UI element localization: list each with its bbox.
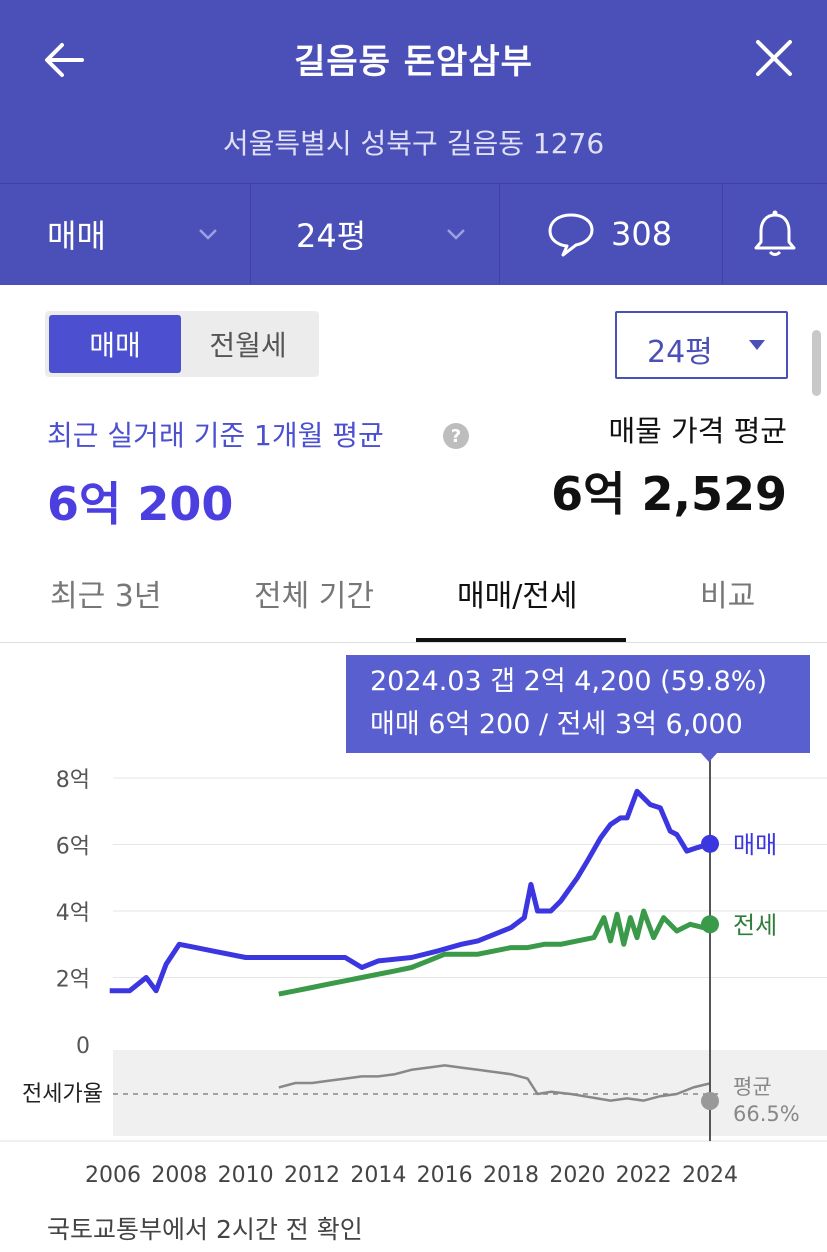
- scrollbar[interactable]: [812, 330, 821, 396]
- divider: [499, 184, 500, 284]
- series-line-jeonse: [278, 908, 712, 997]
- address: 서울특별시 성북구 길음동 1276: [222, 127, 605, 160]
- x-tick-label: 2024: [682, 1163, 738, 1188]
- series-point-ratio: [701, 1092, 719, 1110]
- speech-bubble-icon: [548, 213, 594, 257]
- series-label-jeonse: 전세: [733, 911, 777, 939]
- x-tick-label: 2018: [483, 1163, 539, 1188]
- tab-sale-rent[interactable]: 매매/전세: [457, 579, 578, 614]
- size-label: 24평: [296, 217, 367, 255]
- series-line-sale: [109, 788, 711, 994]
- y-tick-label: 0: [76, 1034, 90, 1059]
- bell-icon: [754, 210, 796, 256]
- size-select[interactable]: 24평: [615, 311, 788, 379]
- tooltip-gap-line: 2024.03 갭 2억 4,200 (59.8%): [370, 666, 767, 697]
- x-tick-label: 2012: [284, 1163, 340, 1188]
- alert-button[interactable]: [752, 184, 798, 284]
- size-dropdown[interactable]: 24평: [296, 184, 366, 284]
- tooltip-price-line: 매매 6억 200 / 전세 3억 6,000: [370, 709, 743, 740]
- trade-type-dropdown[interactable]: 매매: [47, 184, 106, 284]
- trade-type-label: 매매: [47, 217, 106, 255]
- x-tick-label: 2016: [417, 1163, 473, 1188]
- size-select-value: 24평: [647, 335, 713, 370]
- recent-price: 6억 200: [47, 477, 234, 531]
- ratio-avg-label: 평균: [733, 1075, 772, 1099]
- divider: [250, 184, 251, 284]
- ratio-label: 전세가율: [22, 1082, 103, 1107]
- x-tick-label: 2022: [616, 1163, 672, 1188]
- ask-price-label: 매물 가격 평균: [608, 414, 787, 448]
- svg-text:?: ?: [451, 426, 461, 447]
- arrow-left-icon: [45, 43, 84, 77]
- toggle-sale[interactable]: 매매: [49, 315, 181, 373]
- comments-button[interactable]: 308: [545, 184, 672, 284]
- tab-all-period[interactable]: 전체 기간: [254, 579, 374, 614]
- ratio-avg-value: 66.5%: [733, 1102, 800, 1126]
- caret-down-icon: [749, 340, 765, 350]
- x-tick-label: 2010: [218, 1163, 274, 1188]
- chevron-down-icon: [447, 229, 465, 240]
- page-title: 길음동 돈암삼부: [294, 42, 533, 82]
- divider: [722, 184, 723, 284]
- chevron-down-icon: [199, 229, 217, 240]
- series-point-sale: [701, 834, 719, 853]
- toggle-rent[interactable]: 전월세: [209, 329, 287, 362]
- x-tick-label: 2008: [151, 1163, 207, 1188]
- y-tick-label: 4억: [56, 901, 90, 926]
- recent-price-label: 최근 실거래 기준 1개월 평균: [47, 419, 384, 452]
- x-tick-label: 2014: [350, 1163, 406, 1188]
- series-label-sale: 매매: [733, 831, 777, 859]
- help-icon[interactable]: ?: [442, 422, 470, 450]
- ratio-panel: [113, 1050, 827, 1136]
- divider: [0, 642, 827, 643]
- close-button[interactable]: [748, 32, 800, 84]
- header: 길음동 돈암삼부 서울특별시 성북구 길음동 1276 매매 24평 308: [0, 0, 827, 285]
- active-tab-indicator: [416, 638, 626, 642]
- price-chart[interactable]: 8억 6억 4억 2억 0 전세가율 2006 2008 2010 2012 2014 2016 201…: [0, 643, 827, 1203]
- tooltip-pointer: [700, 752, 718, 762]
- series-line-ratio: [278, 1064, 711, 1102]
- tab-compare[interactable]: 비교: [700, 579, 756, 614]
- close-icon: [756, 40, 792, 76]
- x-tick-label: 2006: [85, 1163, 141, 1188]
- x-tick-label: 2020: [549, 1163, 605, 1188]
- y-tick-label: 6억: [56, 835, 90, 860]
- y-tick-label: 8억: [56, 768, 90, 793]
- comment-count: 308: [611, 215, 673, 253]
- source-note: 국토교통부에서 2시간 전 확인: [47, 1215, 363, 1244]
- tab-recent-3y[interactable]: 최근 3년: [50, 579, 162, 614]
- y-tick-label: 2억: [56, 968, 90, 993]
- divider: [0, 183, 827, 184]
- back-button[interactable]: [40, 36, 88, 84]
- series-point-jeonse: [701, 915, 719, 934]
- chart-tooltip: 2024.03 갭 2억 4,200 (59.8%) 매매 6억 200 / 전…: [346, 655, 810, 753]
- ask-price: 6억 2,529: [551, 467, 787, 521]
